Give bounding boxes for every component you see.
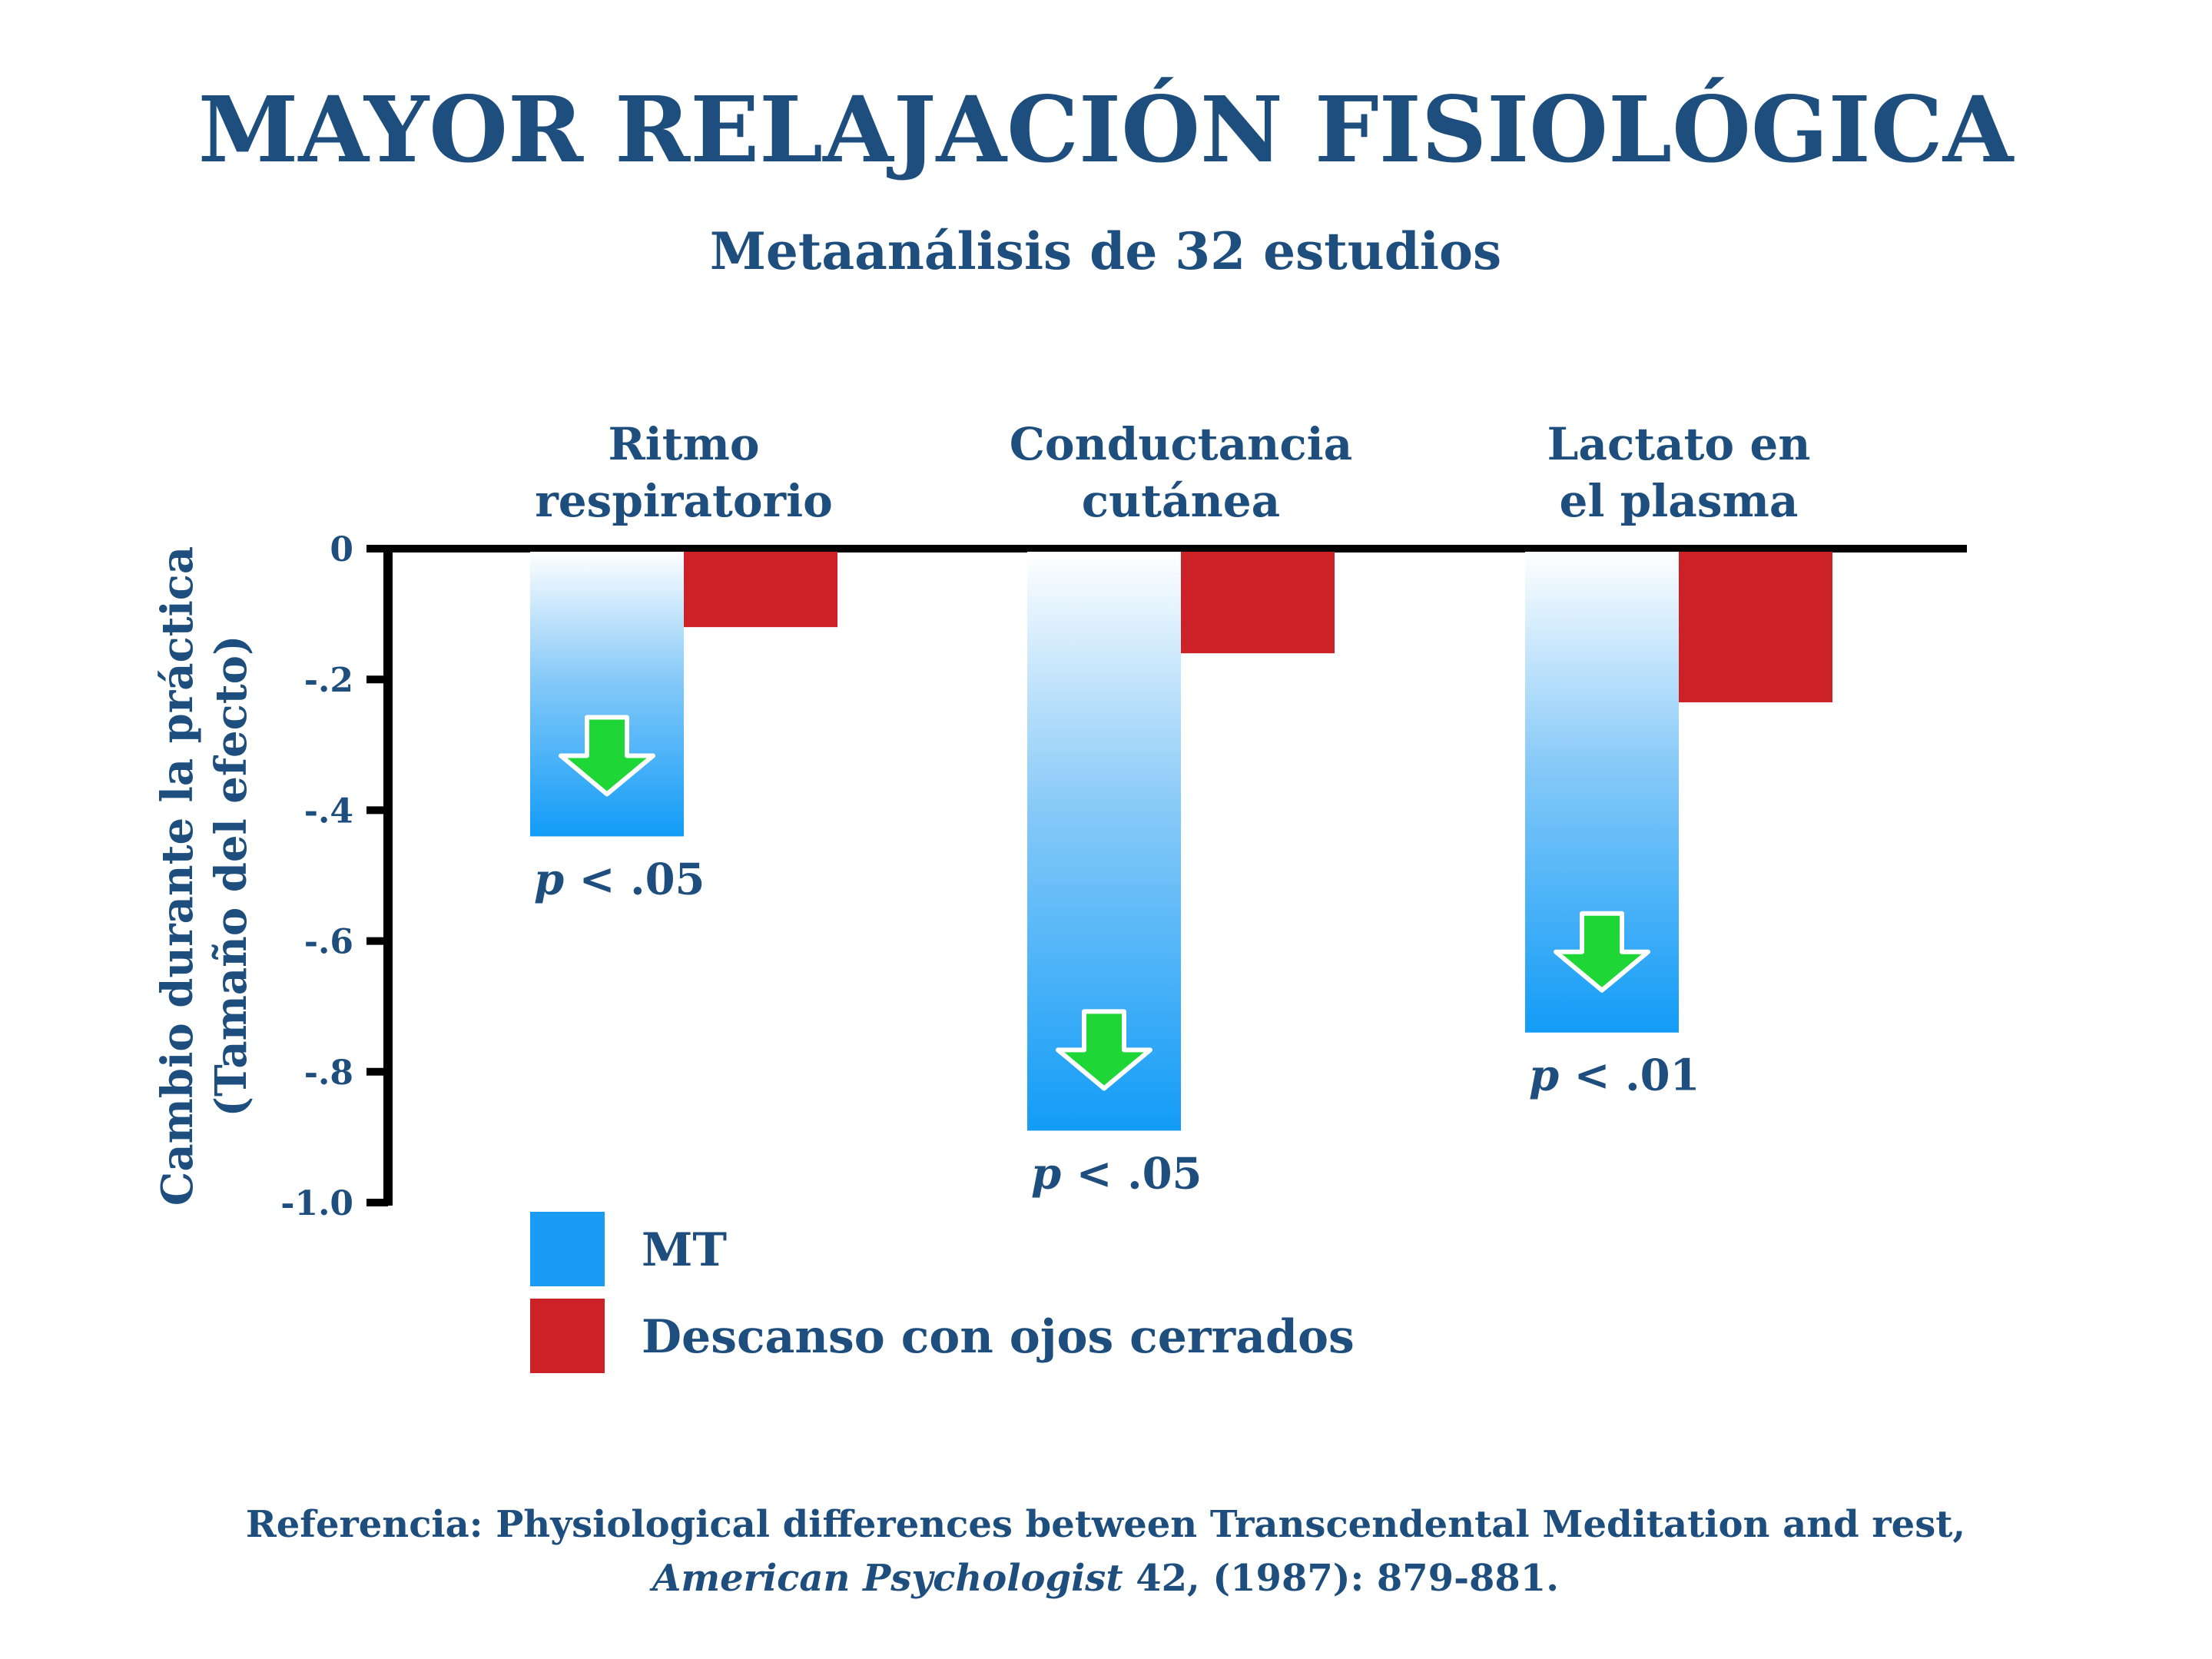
y-tick-label: -.6 <box>304 923 353 962</box>
p-value-label: p < .01 <box>1529 1050 1700 1101</box>
chart-subtitle: Metaanálisis de 32 estudios <box>710 221 1501 281</box>
category-label: el plasma <box>1560 475 1799 527</box>
p-value-label: p < .05 <box>1031 1148 1202 1199</box>
down-arrow-icon <box>1554 911 1650 993</box>
y-tick-label: 0 <box>330 530 353 569</box>
reference-citation: 42, (1987): 879-881. <box>1123 1557 1559 1600</box>
reference-line-1: Referencia: Physiological differences be… <box>246 1503 1965 1546</box>
y-tick-label: -.4 <box>304 791 353 831</box>
category-label: cutánea <box>1082 475 1281 527</box>
p-value-symbol: p <box>534 854 564 904</box>
legend-swatch-mt <box>530 1212 605 1286</box>
category-label: Lactato en <box>1547 418 1811 470</box>
y-tick-label: -.2 <box>304 661 353 700</box>
y-tick-label: -.8 <box>304 1053 353 1093</box>
bar-rest <box>684 552 837 628</box>
chart-title: MAYOR RELAJACIÓN FISIOLÓGICA <box>198 76 2015 183</box>
p-value-threshold: < .01 <box>1559 1050 1700 1101</box>
plot-area: 0 -.2 -.4 -.6 -.8 -1.0 Cambio durante la práct… <box>152 418 1967 1373</box>
legend-label-mt: MT <box>642 1223 727 1277</box>
down-arrow-icon <box>1056 1009 1152 1091</box>
bar-rest <box>1679 552 1832 702</box>
bar-rest <box>1181 552 1335 654</box>
reference-line-2: American Psychologist 42, (1987): 879-88… <box>649 1557 1559 1600</box>
p-value-threshold: < .05 <box>564 854 705 904</box>
p-value-label: p < .05 <box>534 854 705 904</box>
down-arrow-icon <box>559 715 655 797</box>
category-label: respiratorio <box>535 475 833 527</box>
category-label: Conductancia <box>1010 418 1353 470</box>
legend-swatch-rest <box>530 1299 605 1373</box>
p-value-symbol: p <box>1529 1050 1559 1101</box>
p-value-threshold: < .05 <box>1061 1148 1202 1199</box>
y-axis-label: Cambio durante la práctica(Tamaño del ef… <box>152 546 257 1206</box>
p-value-symbol: p <box>1031 1148 1061 1199</box>
legend-label-rest: Descanso con ojos cerrados <box>642 1310 1355 1364</box>
category-label: Ritmo <box>608 418 759 470</box>
reference-journal: American Psychologist <box>649 1557 1123 1600</box>
y-tick-label: -1.0 <box>280 1184 353 1223</box>
y-axis-label-line: Cambio durante la práctica <box>152 546 203 1206</box>
y-axis-label-line: (Tamaño del efecto) <box>206 635 257 1117</box>
